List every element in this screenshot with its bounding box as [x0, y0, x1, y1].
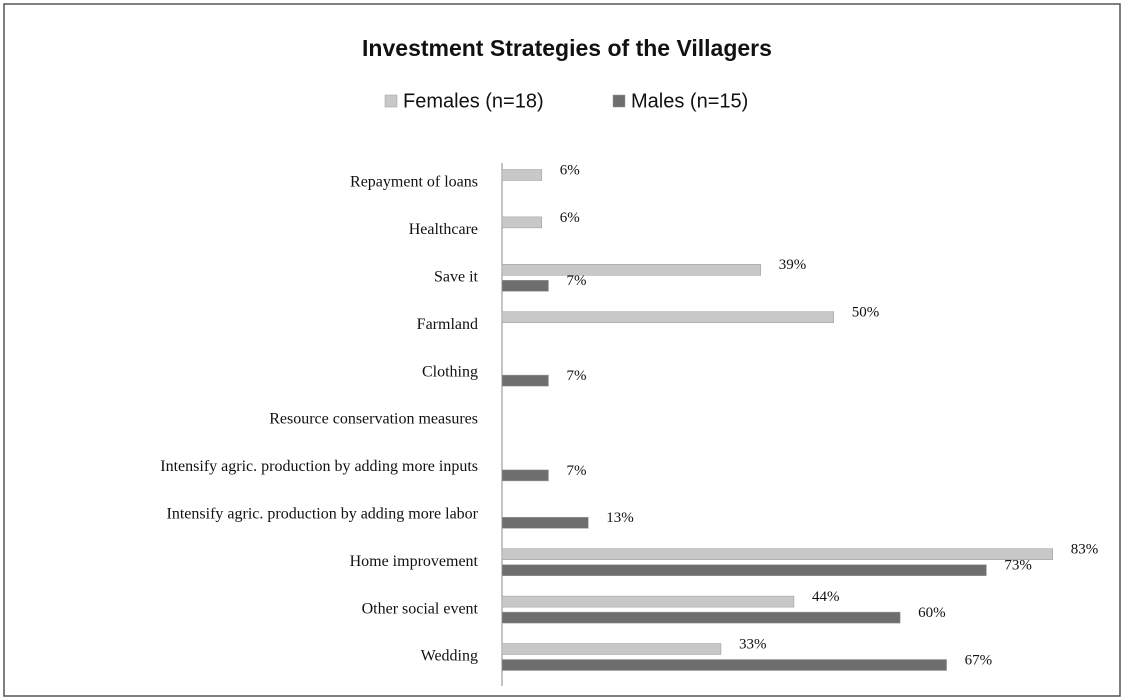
bar — [501, 564, 987, 576]
bar — [501, 374, 549, 387]
category-label: Clothing — [422, 363, 478, 380]
value-label: 73% — [1004, 558, 1032, 574]
category-label: Repayment of loans — [350, 174, 478, 191]
value-label: 60% — [918, 605, 946, 621]
category-label: Intensify agric. production by adding mo… — [160, 458, 478, 475]
chart-title: Investment Strategies of the Villagers — [362, 35, 772, 61]
bar — [501, 548, 1053, 560]
bar — [501, 517, 589, 529]
bar — [501, 311, 835, 323]
bar — [501, 611, 901, 624]
value-label: 44% — [812, 589, 840, 605]
value-label: 7% — [566, 463, 586, 479]
value-label: 6% — [560, 162, 580, 178]
bar — [501, 216, 543, 229]
value-label: 83% — [1071, 542, 1099, 558]
legend-swatch — [384, 94, 398, 108]
bar — [501, 595, 795, 608]
bar — [501, 264, 762, 276]
value-label: 13% — [606, 510, 634, 526]
bar — [501, 643, 722, 655]
value-label: 7% — [566, 368, 586, 384]
category-label: Wedding — [421, 648, 478, 665]
value-label: 50% — [852, 305, 880, 321]
chart-border — [3, 3, 1121, 697]
value-label: 7% — [566, 273, 586, 289]
bar — [501, 169, 543, 181]
bar — [501, 469, 549, 482]
value-label: 67% — [965, 652, 993, 668]
bar — [501, 280, 549, 292]
value-label: 6% — [560, 210, 580, 226]
legend-label: Females (n=18) — [403, 90, 544, 112]
legend-label: Males (n=15) — [631, 90, 748, 112]
bar — [501, 659, 947, 671]
value-label: 39% — [779, 257, 807, 273]
legend-swatch — [612, 94, 626, 108]
category-label: Home improvement — [350, 553, 479, 570]
category-label: Other social event — [362, 600, 479, 617]
category-label: Save it — [434, 268, 479, 285]
category-label: Healthcare — [409, 221, 478, 238]
category-label: Resource conservation measures — [269, 411, 478, 428]
category-label: Intensify agric. production by adding mo… — [167, 505, 479, 522]
category-label: Farmland — [417, 316, 478, 333]
value-label: 33% — [739, 636, 767, 652]
